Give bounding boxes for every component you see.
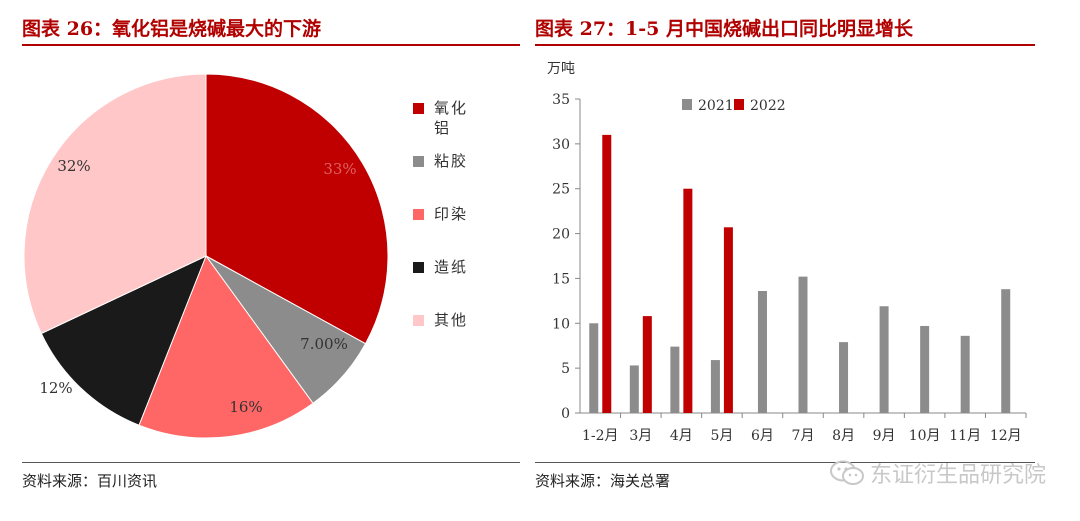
y-tick-label: 10 (552, 316, 570, 332)
source-note: 资料来源：海关总署 (535, 472, 671, 490)
legend-label: 2021 (698, 98, 734, 114)
pie-data-label: 16% (229, 398, 262, 416)
legend-swatch (734, 99, 744, 110)
bar-2021 (670, 346, 680, 413)
legend-swatch (413, 262, 424, 273)
pie-chart-title: 图表 26：氧化铝是烧碱最大的下游 (22, 18, 322, 40)
bar-2021 (629, 365, 639, 413)
bar-2022 (723, 227, 733, 413)
pie-data-label: 32% (57, 157, 90, 175)
source-note: 资料来源：百川资讯 (22, 472, 158, 490)
y-tick-label: 30 (552, 137, 570, 153)
x-tick-label: 5月 (710, 428, 733, 444)
y-tick-label: 0 (561, 406, 570, 422)
pie-slice-4 (40, 255, 207, 426)
bar-2021 (589, 323, 599, 413)
pie-legend: 氧化铝粘胶印染造纸其他 (413, 98, 513, 363)
watermark: 东证衍生品研究院 (829, 457, 1046, 489)
bottom-divider (22, 462, 520, 463)
y-tick-label: 5 (561, 361, 570, 377)
bar-2021 (879, 306, 889, 413)
bar-2022 (683, 188, 693, 413)
x-tick-label: 12月 (990, 428, 1022, 444)
legend-swatch (413, 103, 424, 114)
x-tick-label: 3月 (629, 428, 652, 444)
title-underline (22, 44, 520, 46)
bar-2021 (920, 325, 930, 413)
y-axis-label: 万吨 (547, 61, 575, 77)
pie-slice-1 (205, 73, 389, 345)
legend-label: 印染 (434, 205, 469, 223)
title-underline (535, 44, 1035, 46)
legend-swatch (413, 209, 424, 220)
left-chart-panel: 图表 26：氧化铝是烧碱最大的下游 33% 7.00% 16% 12% 32% 氧化铝粘… (0, 0, 520, 521)
x-tick-label: 9月 (873, 428, 896, 444)
pie-chart: 33% 7.00% 16% 12% 32% (23, 73, 389, 439)
x-tick-label: 4月 (670, 428, 693, 444)
y-tick-label: 25 (552, 182, 570, 198)
x-tick-label: 1-2月 (582, 428, 619, 444)
legend-label: 粘胶 (434, 152, 469, 170)
pie-slice-5 (23, 73, 207, 335)
legend-label: 其他 (434, 311, 469, 329)
bar-2022 (602, 134, 612, 413)
y-tick-label: 20 (552, 227, 570, 243)
bar-chart-title: 图表 27：1-5 月中国烧碱出口同比明显增长 (535, 18, 913, 40)
x-tick-label: 8月 (832, 428, 855, 444)
bar-chart: 万吨 0 5 10 15 20 25 30 35 1-2月 3月 4月 5月 6月 7月 8月 9月 10月 11月… (547, 61, 1027, 444)
legend-swatch (413, 156, 424, 167)
legend-item: 其他 (413, 310, 513, 363)
bar-2021 (960, 335, 970, 413)
bar-2021 (1001, 289, 1011, 413)
bar-2021 (839, 342, 849, 413)
legend-swatch (413, 315, 424, 326)
legend-label: 造纸 (434, 258, 469, 276)
pie-data-label: 33% (323, 160, 356, 178)
watermark-text: 东证衍生品研究院 (869, 463, 1046, 488)
bar-2022 (642, 316, 652, 413)
legend-swatch (682, 99, 692, 110)
y-tick-label: 35 (552, 92, 570, 108)
y-tick-label: 15 (552, 271, 570, 287)
legend-item: 粘胶 (413, 151, 513, 204)
legend-item: 造纸 (413, 257, 513, 310)
x-tick-label: 10月 (909, 428, 941, 444)
bar-2021 (757, 290, 767, 413)
pie-slice-3 (138, 254, 314, 439)
legend-label: 氧化铝 (434, 99, 469, 137)
bottom-divider (535, 462, 1035, 463)
legend-label: 2022 (750, 98, 786, 114)
wechat-icon (829, 460, 864, 485)
bar-2021 (798, 276, 808, 413)
x-tick-label: 7月 (792, 428, 815, 444)
x-tick-label: 11月 (949, 428, 981, 444)
right-chart-panel: 图表 27：1-5 月中国烧碱出口同比明显增长 万吨 0 5 10 15 20 25 30 35… (535, 0, 1080, 521)
pie-data-label: 12% (39, 379, 72, 397)
pie-data-label: 7.00% (300, 335, 348, 353)
bar-2021 (710, 360, 720, 413)
legend-item: 氧化铝 (413, 98, 513, 151)
legend-item: 印染 (413, 204, 513, 257)
x-tick-label: 6月 (751, 428, 774, 444)
